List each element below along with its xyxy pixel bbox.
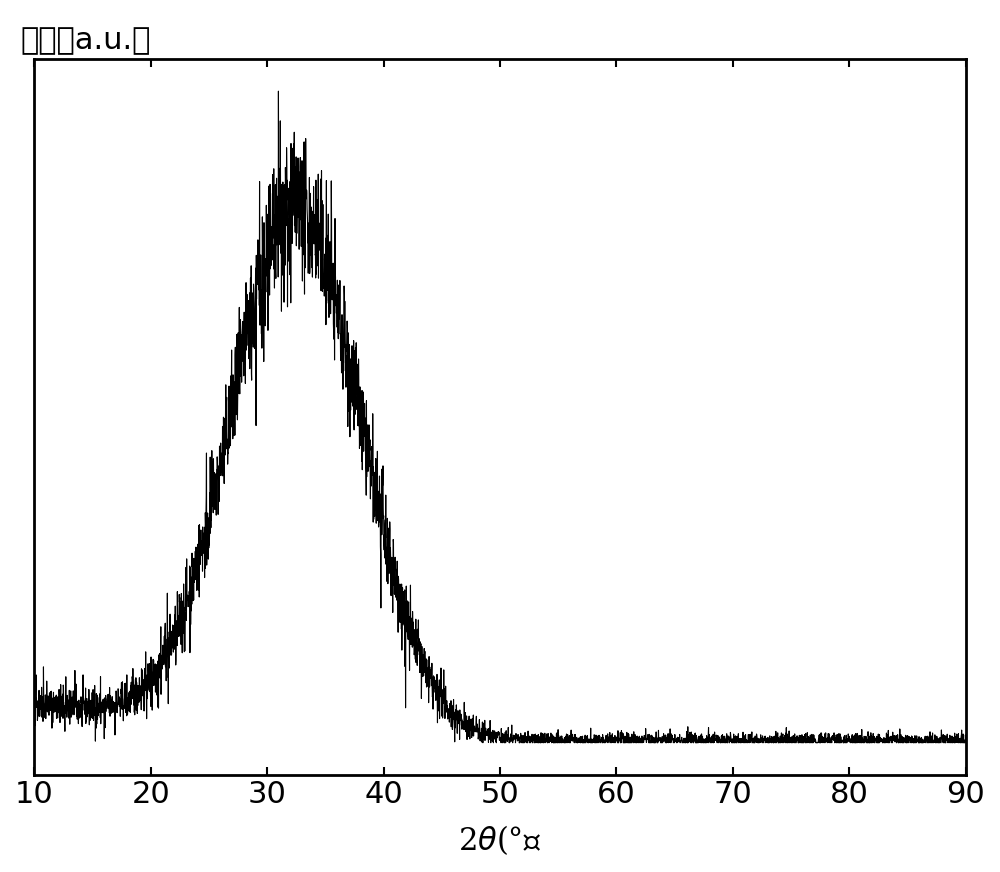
Text: 強度（a.u.）: 強度（a.u.）: [20, 26, 150, 55]
X-axis label: 2$\theta$(°）: 2$\theta$(°）: [458, 823, 542, 857]
